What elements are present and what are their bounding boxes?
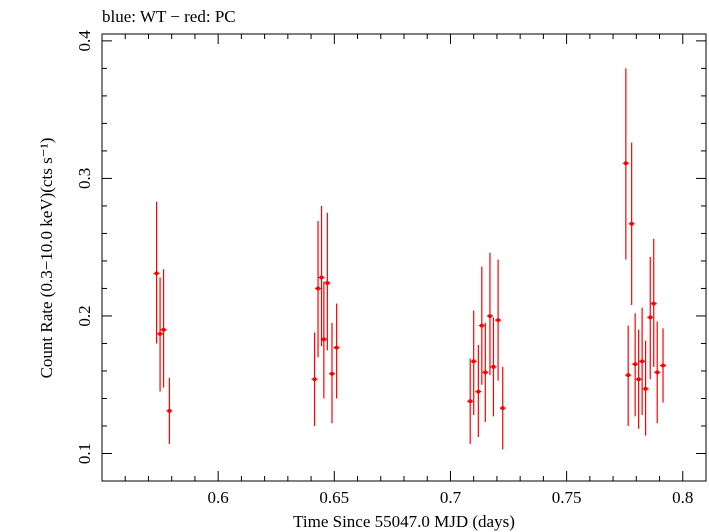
x-tick-label: 0.6 <box>208 488 229 507</box>
x-axis: 0.6 0.65 0.7 0.75 0.8 <box>101 34 707 507</box>
data-point <box>321 337 326 342</box>
x-tick-label: 0.7 <box>440 488 462 507</box>
data-point <box>334 345 339 350</box>
y-axis: 0.1 0.2 0.3 0.4 <box>75 30 706 482</box>
data-point <box>471 359 476 364</box>
y-tick-label: 0.1 <box>75 443 94 464</box>
data-point <box>468 399 473 404</box>
y-tick-label: 0.3 <box>75 168 94 189</box>
x-tick-label: 0.65 <box>319 488 349 507</box>
data-point <box>483 370 488 375</box>
plot-frame <box>101 33 707 482</box>
data-point <box>154 271 159 276</box>
data-point <box>643 386 648 391</box>
data-point <box>648 315 653 320</box>
data-point <box>496 318 501 323</box>
data-point <box>325 280 330 285</box>
data-point <box>651 301 656 306</box>
x-axis-label: Time Since 55047.0 MJD (days) <box>293 512 515 531</box>
data-point <box>487 313 492 318</box>
data-point <box>636 377 641 382</box>
chart-title: blue: WT − red: PC <box>102 7 236 26</box>
y-tick-label: 0.2 <box>75 305 94 326</box>
y-axis-label: Count Rate (0.3−10.0 keV)(cts s⁻¹) <box>37 138 56 379</box>
data-series <box>153 68 667 450</box>
data-point <box>312 377 317 382</box>
data-point <box>316 286 321 291</box>
data-point <box>476 389 481 394</box>
data-point <box>158 331 163 336</box>
x-tick-label: 0.8 <box>672 488 693 507</box>
data-point <box>629 221 634 226</box>
data-point <box>161 327 166 332</box>
data-point <box>491 364 496 369</box>
data-point <box>655 370 660 375</box>
data-point <box>167 408 172 413</box>
data-point <box>329 371 334 376</box>
data-point <box>640 359 645 364</box>
data-point <box>661 363 666 368</box>
data-point <box>319 275 324 280</box>
y-tick-label: 0.4 <box>75 30 94 52</box>
data-point <box>633 362 638 367</box>
data-point <box>626 373 631 378</box>
data-point <box>479 323 484 328</box>
x-tick-label: 0.75 <box>552 488 582 507</box>
data-point <box>623 161 628 166</box>
data-point <box>500 406 505 411</box>
